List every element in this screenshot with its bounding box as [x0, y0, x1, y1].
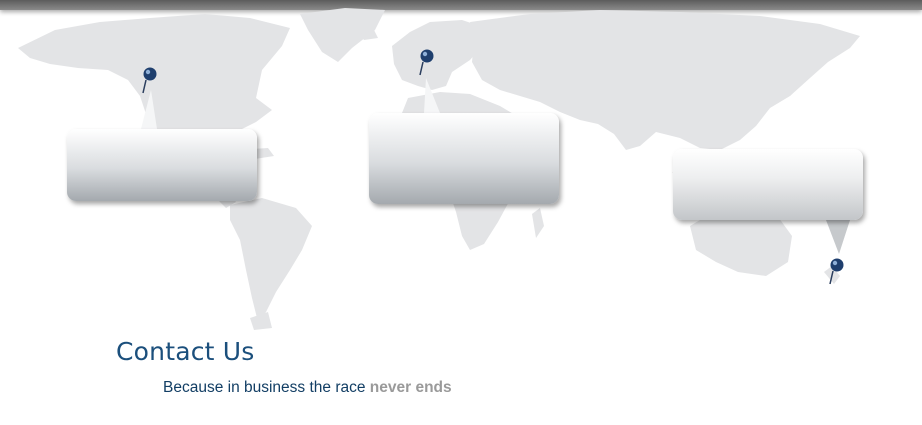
tagline-highlight: never ends: [369, 379, 452, 396]
map-pin-icon[interactable]: [142, 66, 158, 94]
map-pin-icon[interactable]: [419, 48, 435, 76]
page-title: Contact Us: [116, 337, 255, 366]
office-bubble-americas[interactable]: [67, 129, 257, 201]
tagline-text: Because in business the race: [163, 379, 366, 396]
tagline: Because in business the race never ends: [163, 379, 452, 397]
top-bar: [0, 0, 922, 10]
map-pin-icon[interactable]: [829, 257, 845, 285]
office-bubble-oceania[interactable]: [673, 149, 863, 220]
office-bubble-europe[interactable]: [369, 113, 559, 204]
